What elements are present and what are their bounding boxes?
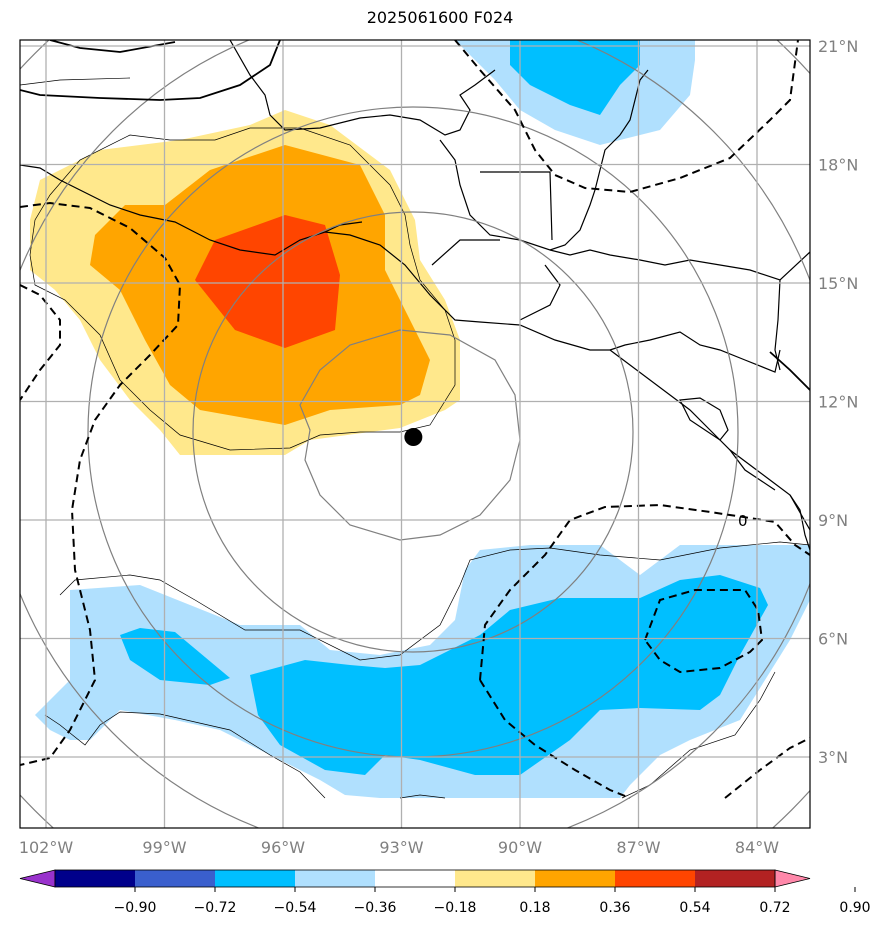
latitude-labels: 21°N 18°N 15°N 12°N 9°N 6°N 3°N	[818, 37, 858, 767]
colorbar: −0.90 −0.72 −0.54 −0.36 −0.18 0.18 0.36 0.54 0.7…	[19, 869, 871, 916]
colorbar-segment	[695, 870, 775, 887]
colorbar-extend-min	[19, 869, 56, 888]
colorbar-tick-label: 0.36	[599, 900, 630, 916]
colorbar-segment	[615, 870, 695, 887]
positive-anomaly-0.54	[195, 215, 340, 348]
colorbar-segment	[135, 870, 215, 887]
colorbar-segment	[295, 870, 375, 887]
colorbar-outline	[54, 869, 776, 888]
colorbar-tick-label: −0.72	[194, 900, 237, 916]
gridlines	[20, 40, 810, 828]
colorbar-tick-label: −0.54	[274, 900, 317, 916]
longitude-tick-label: 87°W	[616, 838, 660, 857]
colorbar-tick-label: −0.36	[354, 900, 397, 916]
latitude-tick-label: 12°N	[818, 393, 858, 412]
contour-value-label: 0	[738, 512, 748, 530]
negative-anomaly-ne-0.36	[510, 40, 640, 115]
negative-anomaly-s-0.36-a	[120, 628, 230, 685]
colorbar-segment	[375, 870, 455, 887]
latitude-tick-label: 15°N	[818, 274, 858, 293]
colorbar-segment	[215, 870, 295, 887]
colorbar-segment	[535, 870, 615, 887]
longitude-tick-label: 102°W	[19, 838, 74, 857]
colorbar-tick-label: −0.18	[434, 900, 477, 916]
latitude-tick-label: 18°N	[818, 156, 858, 175]
longitude-tick-label: 93°W	[379, 838, 423, 857]
longitude-tick-label: 90°W	[498, 838, 542, 857]
colorbar-tick-label: 0.54	[679, 900, 710, 916]
longitude-tick-label: 99°W	[142, 838, 186, 857]
colorbar-segment	[55, 870, 135, 887]
storm-center-marker	[404, 428, 423, 447]
longitude-tick-label: 84°W	[735, 838, 779, 857]
map-frame	[19, 39, 811, 829]
latitude-tick-label: 21°N	[818, 37, 858, 56]
colorbar-tick-label: −0.90	[114, 900, 157, 916]
longitude-tick-label: 96°W	[261, 838, 305, 857]
latitude-tick-label: 9°N	[818, 511, 848, 530]
colorbar-segment	[455, 870, 535, 887]
colorbar-tick-label: 0.72	[759, 900, 790, 916]
colorbar-extend-max	[774, 869, 811, 888]
latitude-tick-label: 6°N	[818, 630, 848, 649]
longitude-labels: 102°W 99°W 96°W 93°W 90°W 87°W 84°W	[19, 838, 779, 857]
thin-contours	[20, 77, 810, 799]
thick-contours	[20, 40, 810, 391]
map-title: 2025061600 F024	[366, 8, 514, 27]
colorbar-tick-label: 0.90	[839, 900, 870, 916]
colorbar-tick-label: 0.18	[519, 900, 550, 916]
latitude-tick-label: 3°N	[818, 748, 848, 767]
